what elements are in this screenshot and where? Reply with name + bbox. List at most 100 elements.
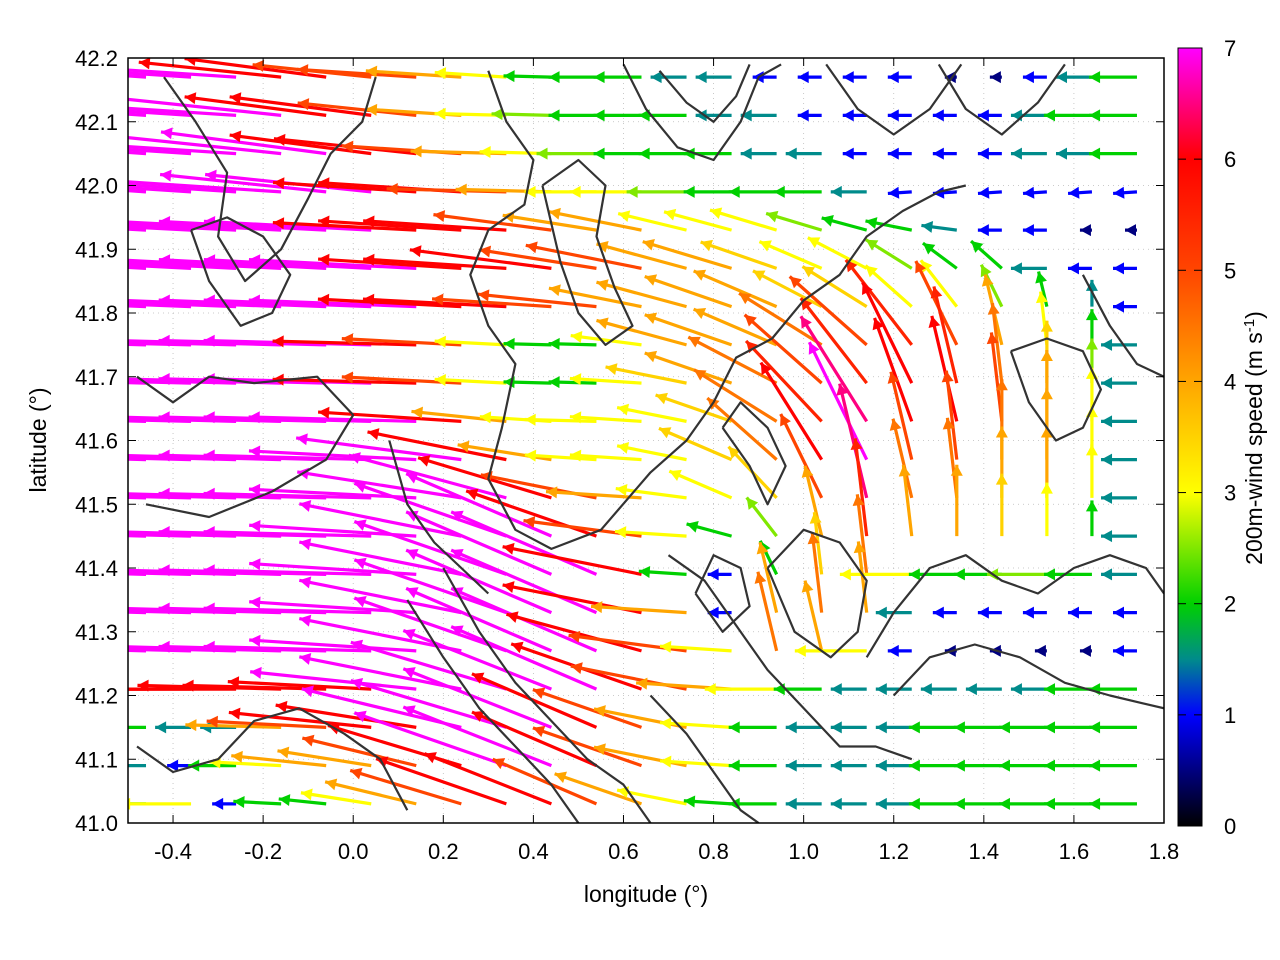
wind-arrow-head: [568, 630, 581, 643]
wind-arrow-head: [1101, 377, 1113, 390]
wind-arrow-head: [406, 587, 419, 599]
wind-arrow-head: [977, 109, 989, 122]
wind-arrow: [1101, 415, 1137, 428]
x-tick-label: 0.2: [428, 839, 459, 864]
wind-arrow-head: [1089, 797, 1101, 810]
wind-arrow-head: [1040, 320, 1053, 332]
wind-arrow: [405, 548, 553, 615]
wind-arrow: [738, 291, 823, 347]
wind-arrow: [138, 58, 282, 79]
wind-arrow: [596, 241, 687, 270]
wind-arrow: [525, 241, 642, 270]
wind-arrow-head: [203, 487, 215, 500]
wind-arrow-shaft: [548, 286, 642, 309]
wind-arrow: [367, 428, 507, 462]
wind-arrow-head: [158, 526, 170, 539]
wind-arrow: [928, 315, 959, 422]
wind-arrow: [128, 180, 282, 194]
wind-arrow-head: [548, 207, 561, 220]
wind-arrow-head: [299, 614, 312, 627]
wind-arrow: [864, 264, 913, 308]
wind-arrow-head: [752, 270, 766, 282]
wind-arrow: [773, 185, 822, 198]
wind-arrow-shaft: [317, 219, 462, 232]
wind-arrow-head: [1040, 426, 1053, 438]
wind-arrow-head: [185, 719, 197, 732]
wind-arrow-head: [872, 317, 884, 331]
x-tick-label: 1.0: [788, 839, 819, 864]
wind-arrow-head: [479, 245, 492, 258]
wind-arrow-head: [569, 411, 582, 424]
y-tick-label: 41.0: [75, 811, 118, 836]
wind-arrow-head: [318, 406, 330, 419]
wind-arrow: [1022, 224, 1047, 237]
wind-arrow-head: [68, 603, 79, 615]
wind-arrow: [492, 757, 598, 806]
wind-arrow-head: [944, 71, 956, 84]
wind-arrow-head: [977, 224, 989, 237]
wind-arrow-head: [1044, 721, 1056, 734]
wind-arrow-head: [299, 653, 312, 665]
wind-arrow: [128, 106, 237, 117]
wind-arrow-head: [554, 771, 567, 783]
wind-arrow: [298, 614, 462, 653]
wind-arrow-head: [158, 373, 170, 386]
wind-arrow-head: [434, 373, 446, 386]
wind-arrow: [1022, 71, 1047, 84]
wind-arrow: [921, 220, 958, 233]
wind-arrow-head: [865, 239, 879, 251]
wind-arrow-head: [296, 64, 309, 77]
wind-arrow: [644, 312, 733, 347]
terrain-contour-line: [388, 440, 490, 595]
wind-arrow: [850, 438, 869, 537]
terrain-contour-line: [406, 599, 580, 823]
wind-arrow: [887, 109, 912, 122]
wind-arrow-shaft: [642, 240, 733, 270]
wind-arrow-head: [850, 438, 863, 450]
wind-arrow-head: [318, 253, 330, 266]
wind-arrow-head: [865, 265, 878, 278]
wind-arrow-shaft: [524, 453, 597, 462]
wind-arrow: [655, 392, 733, 423]
wind-arrow-shaft: [296, 470, 462, 500]
terrain-contours: [136, 63, 1164, 823]
wind-arrow-head: [658, 427, 672, 439]
wind-arrow: [659, 640, 732, 653]
wind-arrow-shaft: [128, 135, 282, 156]
colorbar: [1177, 47, 1203, 827]
wind-arrow: [128, 687, 237, 691]
wind-arrow-head: [203, 411, 215, 424]
wind-arrow-head: [986, 332, 999, 345]
wind-arrow-shaft: [298, 578, 462, 615]
wind-arrow-head: [908, 797, 920, 810]
wind-arrow-head: [434, 67, 447, 80]
wind-arrow-head: [1124, 224, 1136, 237]
wind-arrow-shaft: [801, 265, 868, 308]
wind-arrow-shaft: [405, 510, 553, 576]
wind-arrow-head: [167, 759, 179, 772]
wind-arrow-shaft: [659, 644, 732, 653]
wind-arrow: [683, 147, 732, 160]
wind-arrow: [853, 541, 869, 613]
wind-arrow-head: [836, 383, 849, 396]
wind-arrow: [861, 281, 914, 384]
wind-arrow: [752, 269, 823, 309]
wind-arrow: [842, 71, 867, 84]
wind-arrow: [128, 648, 147, 653]
wind-arrow-shaft: [231, 754, 327, 768]
wind-arrow-head: [808, 342, 820, 355]
wind-arrow: [128, 381, 147, 385]
wind-arrow: [659, 717, 732, 730]
wind-arrow-head: [479, 411, 492, 424]
wind-arrow: [801, 580, 824, 652]
wind-arrow: [409, 245, 552, 270]
wind-arrow: [317, 253, 462, 270]
wind-arrow-shaft: [185, 723, 282, 729]
wind-arrow: [1113, 262, 1137, 275]
wind-arrow-head: [830, 721, 842, 734]
wind-arrow-head: [932, 109, 944, 122]
wind-arrow-head: [203, 215, 216, 228]
wind-arrow-head: [995, 379, 1008, 391]
wind-arrow-head: [68, 335, 79, 347]
wind-arrow: [1089, 759, 1137, 772]
